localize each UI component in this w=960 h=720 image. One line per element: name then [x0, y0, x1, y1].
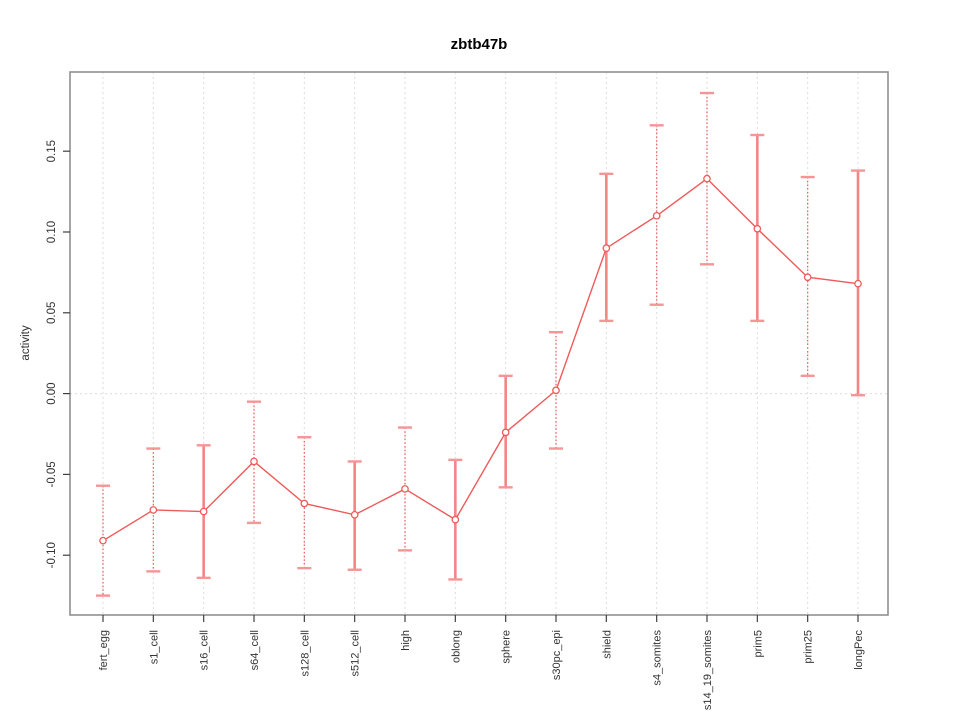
x-tick-label: s30pc_epi [551, 630, 563, 680]
x-tick-label: s512_cell [350, 630, 362, 676]
data-point-marker [350, 510, 359, 519]
series-line [102, 177, 859, 542]
x-tick-label: oblong [450, 630, 462, 663]
y-tick-label: 0.00 [46, 382, 58, 404]
data-point-marker [199, 507, 208, 516]
x-tick-label: longPec [853, 630, 865, 670]
chart-title: zbtb47b [450, 36, 508, 53]
data-point-marker [300, 499, 309, 508]
data-point-marker [552, 386, 560, 395]
data-point-marker [753, 224, 762, 233]
x-tick-label: s1_cell [148, 630, 160, 664]
x-tick-label: s64_cell [249, 630, 261, 670]
data-point-marker [149, 506, 158, 514]
x-tick-label: high [400, 630, 412, 651]
x-tick-label: s4_somites [652, 630, 664, 686]
x-tick-label: shield [601, 630, 613, 659]
y-tick-label: 0.10 [46, 221, 58, 243]
y-axis-label: activity [20, 325, 32, 361]
data-point-marker [401, 485, 409, 493]
data-point-marker [703, 174, 711, 183]
x-tick-label: prim25 [803, 630, 815, 664]
y-tick-label: 0.05 [46, 302, 58, 324]
plot-border [69, 71, 889, 616]
y-tick-label: 0.15 [46, 140, 58, 162]
y-tick-label: -0.10 [46, 542, 58, 568]
data-point-marker [803, 273, 812, 282]
x-tick-label: s16_cell [199, 630, 211, 670]
data-point-marker [854, 279, 862, 288]
data-point-marker [99, 536, 107, 545]
y-tick-label: -0.05 [46, 461, 58, 487]
data-point-marker [451, 515, 460, 524]
data-point-marker [602, 244, 611, 253]
x-tick-label: s14_19_somites [702, 630, 714, 711]
x-tick-label: fert_egg [98, 630, 110, 670]
data-point-marker [501, 428, 510, 437]
x-tick-label: prim5 [752, 630, 764, 658]
x-tick-label: s128_cell [299, 630, 311, 676]
data-point-marker [652, 211, 661, 220]
x-tick-label: sphere [501, 630, 513, 664]
data-point-marker [250, 457, 258, 466]
